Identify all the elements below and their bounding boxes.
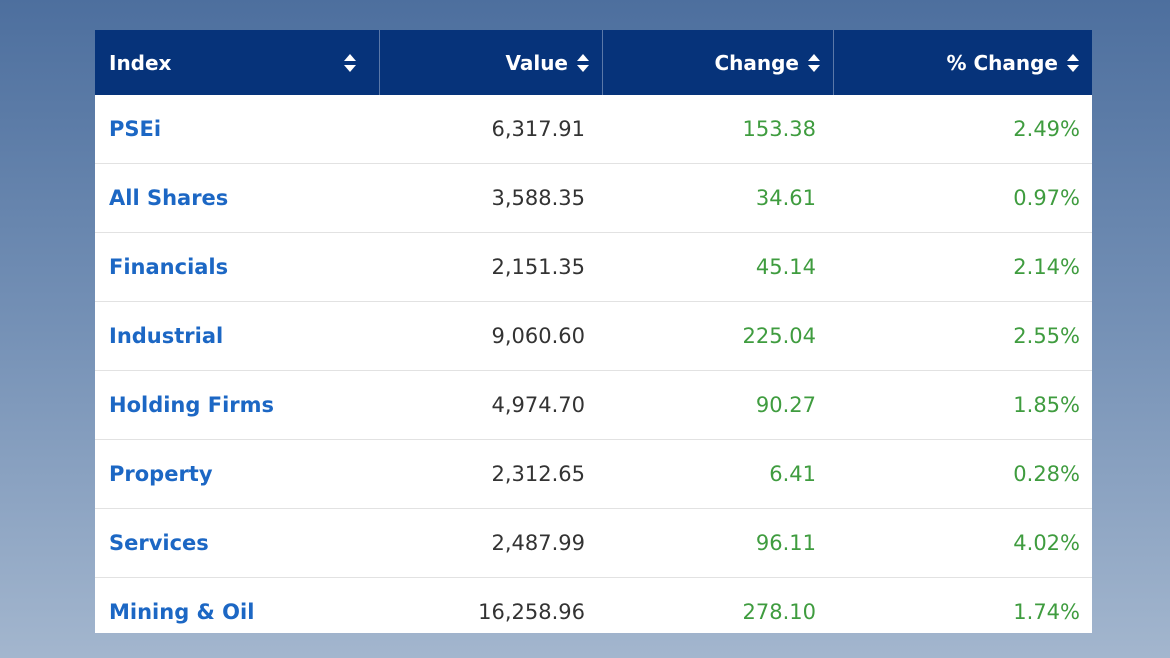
index-percent-change: 0.97% — [1013, 186, 1080, 210]
index-percent-change: 2.14% — [1013, 255, 1080, 279]
header-text: Index — [109, 50, 172, 75]
index-change: 96.11 — [755, 531, 816, 555]
index-name[interactable]: All Shares — [109, 186, 229, 210]
index-value: 2,151.35 — [491, 255, 585, 279]
table-row: All Shares 3,588.35 34.61 0.97% — [95, 164, 1092, 233]
column-header[interactable]: Index — [95, 30, 380, 95]
index-percent-change: 4.02% — [1013, 531, 1080, 555]
table-row: Holding Firms 4,974.70 90.27 1.85% — [95, 371, 1092, 440]
sort-icon — [577, 53, 589, 72]
index-change: 225.04 — [742, 324, 816, 348]
sort-icon — [344, 53, 356, 72]
index-change: 45.14 — [755, 255, 816, 279]
index-percent-change: 1.85% — [1013, 393, 1080, 417]
table-row: Services 2,487.99 96.11 4.02% — [95, 509, 1092, 578]
table-body: PSEi 6,317.91 153.38 2.49% All Shares 3,588.3… — [95, 95, 1092, 633]
index-table: Index Value Change % Change PSEi 6,317.91 153… — [95, 30, 1092, 633]
index-change: 6.41 — [769, 462, 816, 486]
index-percent-change: 1.74% — [1013, 600, 1080, 624]
table-row: PSEi 6,317.91 153.38 2.49% — [95, 95, 1092, 164]
index-name[interactable]: Holding Firms — [109, 393, 275, 417]
index-value: 16,258.96 — [478, 600, 585, 624]
column-header[interactable]: Value — [380, 30, 603, 95]
index-name[interactable]: Industrial — [109, 324, 224, 348]
index-name[interactable]: Services — [109, 531, 209, 555]
table-row: Financials 2,151.35 45.14 2.14% — [95, 233, 1092, 302]
header-text: % Change — [946, 50, 1058, 75]
index-change: 90.27 — [755, 393, 816, 417]
index-name[interactable]: PSEi — [109, 117, 162, 141]
column-header[interactable]: Change — [603, 30, 834, 95]
sort-icon — [1067, 53, 1079, 72]
column-header[interactable]: % Change — [834, 30, 1092, 95]
sort-icon — [808, 53, 820, 72]
table-row: Mining & Oil 16,258.96 278.10 1.74% — [95, 578, 1092, 633]
table-row: Property 2,312.65 6.41 0.28% — [95, 440, 1092, 509]
index-value: 4,974.70 — [491, 393, 585, 417]
index-percent-change: 2.55% — [1013, 324, 1080, 348]
index-percent-change: 0.28% — [1013, 462, 1080, 486]
index-name[interactable]: Financials — [109, 255, 229, 279]
header-text: Change — [714, 50, 799, 75]
header-text: Value — [505, 50, 568, 75]
index-change: 278.10 — [742, 600, 816, 624]
index-name[interactable]: Property — [109, 462, 213, 486]
index-value: 9,060.60 — [491, 324, 585, 348]
table-row: Industrial 9,060.60 225.04 2.55% — [95, 302, 1092, 371]
index-value: 2,312.65 — [491, 462, 585, 486]
table-header: Index Value Change % Change — [95, 30, 1092, 95]
index-value: 3,588.35 — [491, 186, 585, 210]
index-change: 153.38 — [742, 117, 816, 141]
index-name[interactable]: Mining & Oil — [109, 600, 255, 624]
index-percent-change: 2.49% — [1013, 117, 1080, 141]
index-value: 6,317.91 — [491, 117, 585, 141]
index-change: 34.61 — [755, 186, 816, 210]
index-value: 2,487.99 — [491, 531, 585, 555]
